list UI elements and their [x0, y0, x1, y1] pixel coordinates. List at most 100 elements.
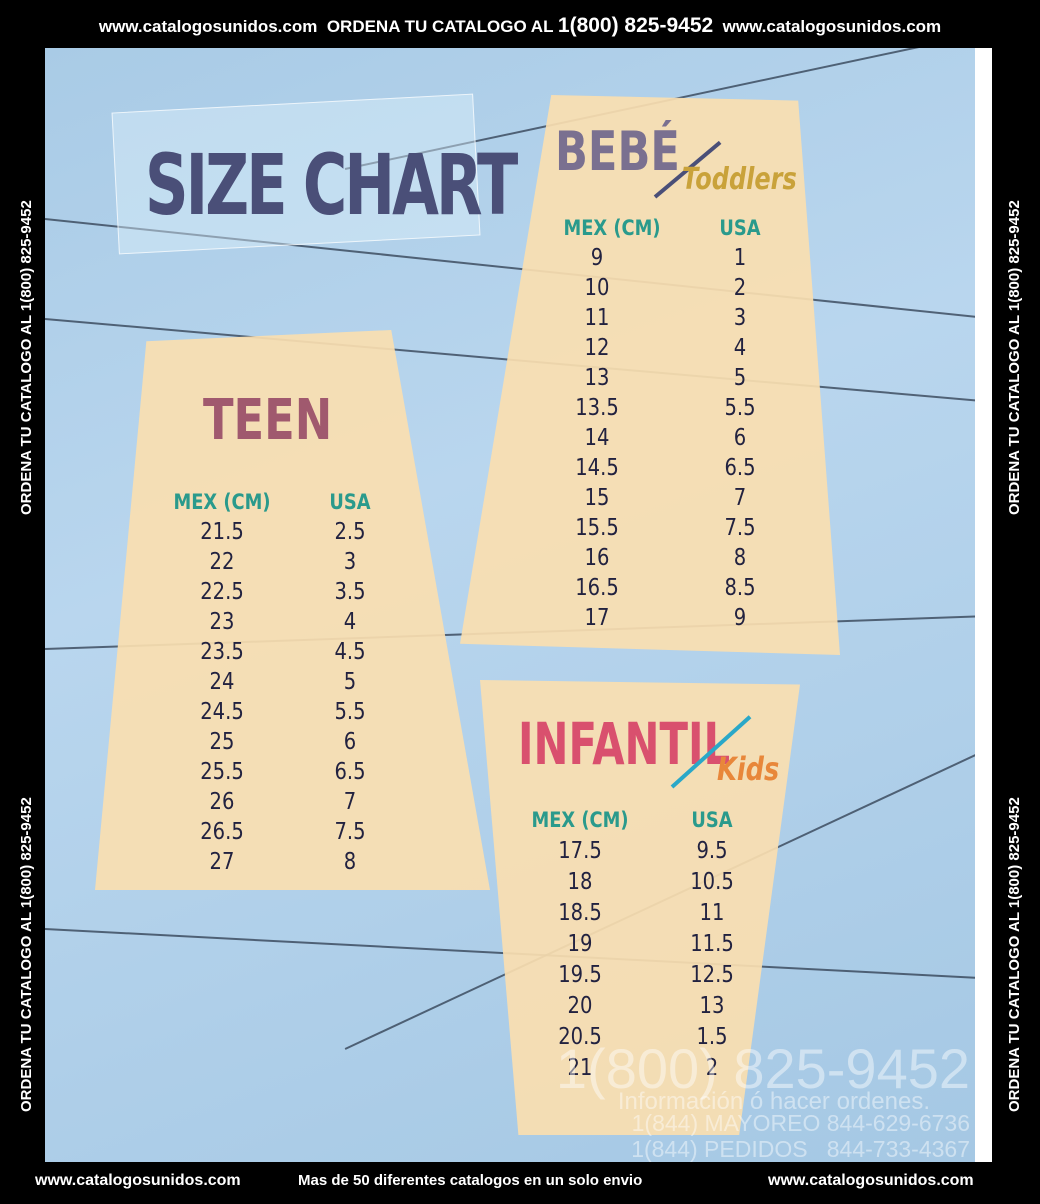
teen-mex-column: 21.5 22 22.5 23 23.5 24 24.5 25 25.5 26 26.5 27	[180, 517, 265, 877]
teen-mex-cell: 22.5	[200, 579, 244, 605]
bebe-mex-cell: 16.5	[575, 575, 619, 601]
infantil-mex-header: MEX (CM)	[531, 808, 629, 832]
teen-title: TEEN	[203, 388, 333, 453]
side-text-right-bottom: ORDENA TU CATALOGO AL 1(800) 825-9452	[1006, 797, 1023, 1112]
infantil-usa-cell: 9.5	[696, 838, 728, 864]
infantil-mex-cell: 21	[567, 1055, 593, 1081]
infantil-usa-cell: 12.5	[690, 962, 734, 988]
infantil-usa-cell: 11	[699, 900, 725, 926]
teen-mex-cell: 25.5	[200, 759, 244, 785]
teen-usa-cell: 5.5	[334, 699, 366, 725]
side-text-right-top: ORDENA TU CATALOGO AL 1(800) 825-9452	[1006, 200, 1023, 515]
watermark-mayoreo: 1(844) MAYOREO 844-629-6736	[631, 1110, 970, 1136]
bebe-usa-cell: 8	[733, 545, 747, 571]
top-banner: www.catalogosunidos.com ORDENA TU CATALO…	[0, 14, 1040, 38]
teen-mex-cell: 24.5	[200, 699, 244, 725]
bebe-mex-header: MEX (CM)	[563, 216, 661, 240]
teen-mex-cell: 24	[209, 669, 235, 695]
infantil-mex-cell: 20.5	[558, 1024, 602, 1050]
teen-mex-cell: 22	[209, 549, 235, 575]
bebe-mex-cell: 13.5	[575, 395, 619, 421]
infantil-mex-cell: 17.5	[558, 838, 602, 864]
teen-usa-cell: 7.5	[334, 819, 366, 845]
teen-usa-cell: 6	[343, 729, 357, 755]
bebe-title: BEBÉ	[555, 120, 680, 183]
watermark-phone: 1(800) 825-9452	[555, 1037, 970, 1100]
infantil-mex-column: 17.5 18 18.5 19 19.5 20 20.5 21	[538, 836, 623, 1084]
white-edge	[975, 48, 992, 1162]
bebe-usa-cell: 7.5	[724, 515, 756, 541]
side-text-left-top: ORDENA TU CATALOGO AL 1(800) 825-9452	[18, 200, 35, 515]
teen-usa-cell: 3	[343, 549, 357, 575]
infantil-usa-cell: 2	[705, 1055, 719, 1081]
footer-url-right[interactable]: www.catalogosunidos.com	[768, 1172, 974, 1189]
teen-usa-cell: 4.5	[334, 639, 366, 665]
bebe-mex-cell: 14.5	[575, 455, 619, 481]
infantil-usa-cell: 13	[699, 993, 725, 1019]
bebe-mex-column: 9 10 11 12 13 13.5 14 14.5 15 15.5 16 16.5 17	[555, 243, 640, 633]
infantil-subtitle: Kids	[717, 750, 780, 788]
teen-usa-cell: 6.5	[334, 759, 366, 785]
bebe-usa-header: USA	[719, 216, 761, 240]
teen-usa-cell: 2.5	[334, 519, 366, 545]
bebe-usa-cell: 5	[733, 365, 747, 391]
bebe-usa-cell: 3	[733, 305, 747, 331]
infantil-title: INFANTIL	[518, 710, 731, 778]
bebe-mex-cell: 15.5	[575, 515, 619, 541]
page-title: SIZE CHART	[145, 136, 518, 234]
teen-usa-cell: 3.5	[334, 579, 366, 605]
bebe-mex-cell: 9	[590, 245, 604, 271]
teen-mex-cell: 26.5	[200, 819, 244, 845]
bebe-usa-cell: 1	[733, 245, 747, 271]
teen-usa-cell: 4	[343, 609, 357, 635]
bebe-mex-cell: 13	[584, 365, 610, 391]
teen-mex-cell: 21.5	[200, 519, 244, 545]
infantil-usa-cell: 1.5	[696, 1024, 728, 1050]
watermark-pedidos: 1(844) PEDIDOS 844-733-4367	[631, 1136, 970, 1162]
teen-mex-cell: 27	[209, 849, 235, 875]
bebe-usa-cell: 6	[733, 425, 747, 451]
infantil-mex-cell: 19.5	[558, 962, 602, 988]
infantil-usa-cell: 10.5	[690, 869, 734, 895]
teen-mex-header: MEX (CM)	[173, 490, 271, 514]
bebe-usa-cell: 5.5	[724, 395, 756, 421]
bebe-usa-cell: 2	[733, 275, 747, 301]
side-text-left-bottom: ORDENA TU CATALOGO AL 1(800) 825-9452	[18, 797, 35, 1112]
teen-mex-cell: 26	[209, 789, 235, 815]
bebe-mex-cell: 17	[584, 605, 610, 631]
infantil-panel	[480, 680, 800, 1135]
teen-mex-cell: 23	[209, 609, 235, 635]
bebe-usa-cell: 8.5	[724, 575, 756, 601]
teen-mex-cell: 23.5	[200, 639, 244, 665]
bebe-mex-cell: 10	[584, 275, 610, 301]
bebe-usa-cell: 9	[733, 605, 747, 631]
infantil-mex-cell: 20	[567, 993, 593, 1019]
order-text: ORDENA TU CATALOGO AL	[326, 17, 554, 36]
bebe-mex-cell: 12	[584, 335, 610, 361]
footer-url-left[interactable]: www.catalogosunidos.com	[35, 1172, 241, 1189]
bebe-usa-cell: 7	[733, 485, 747, 511]
url-right[interactable]: www.catalogosunidos.com	[722, 17, 942, 36]
watermark-info: Información ó hacer ordenes.	[617, 1088, 930, 1115]
bebe-usa-cell: 6.5	[724, 455, 756, 481]
teen-usa-header: USA	[329, 490, 371, 514]
teen-usa-cell: 7	[343, 789, 357, 815]
teen-mex-cell: 25	[209, 729, 235, 755]
bebe-usa-column: 1 2 3 4 5 5.5 6 6.5 7 7.5 8 8.5 9	[706, 243, 774, 633]
bebe-subtitle: Toddlers	[682, 162, 797, 197]
infantil-mex-cell: 18	[567, 869, 593, 895]
infantil-mex-cell: 18.5	[558, 900, 602, 926]
infantil-usa-cell: 11.5	[690, 931, 734, 957]
infantil-usa-column: 9.5 10.5 11 11.5 12.5 13 1.5 2	[678, 836, 746, 1084]
url-left[interactable]: www.catalogosunidos.com	[98, 17, 318, 36]
teen-usa-cell: 8	[343, 849, 357, 875]
infantil-mex-cell: 19	[567, 931, 593, 957]
bebe-mex-cell: 16	[584, 545, 610, 571]
infantil-usa-header: USA	[691, 808, 733, 832]
bebe-mex-cell: 15	[584, 485, 610, 511]
bebe-mex-cell: 11	[584, 305, 610, 331]
teen-usa-column: 2.5 3 3.5 4 4.5 5 5.5 6 6.5 7 7.5 8	[316, 517, 384, 877]
footer-tagline: Mas de 50 diferentes catalogos en un sol…	[298, 1172, 643, 1189]
bebe-mex-cell: 14	[584, 425, 610, 451]
teen-usa-cell: 5	[343, 669, 357, 695]
